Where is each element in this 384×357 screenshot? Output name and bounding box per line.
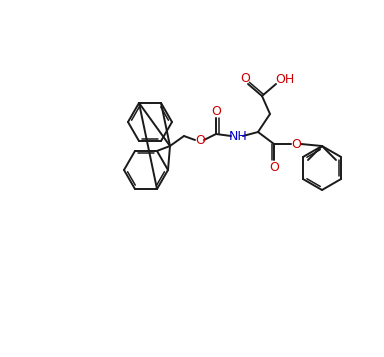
Text: O: O: [291, 137, 301, 151]
Text: O: O: [269, 161, 279, 174]
Text: NH: NH: [228, 130, 247, 142]
Text: OH: OH: [275, 72, 295, 85]
Text: O: O: [211, 105, 221, 117]
Text: O: O: [240, 71, 250, 85]
Text: O: O: [195, 134, 205, 146]
